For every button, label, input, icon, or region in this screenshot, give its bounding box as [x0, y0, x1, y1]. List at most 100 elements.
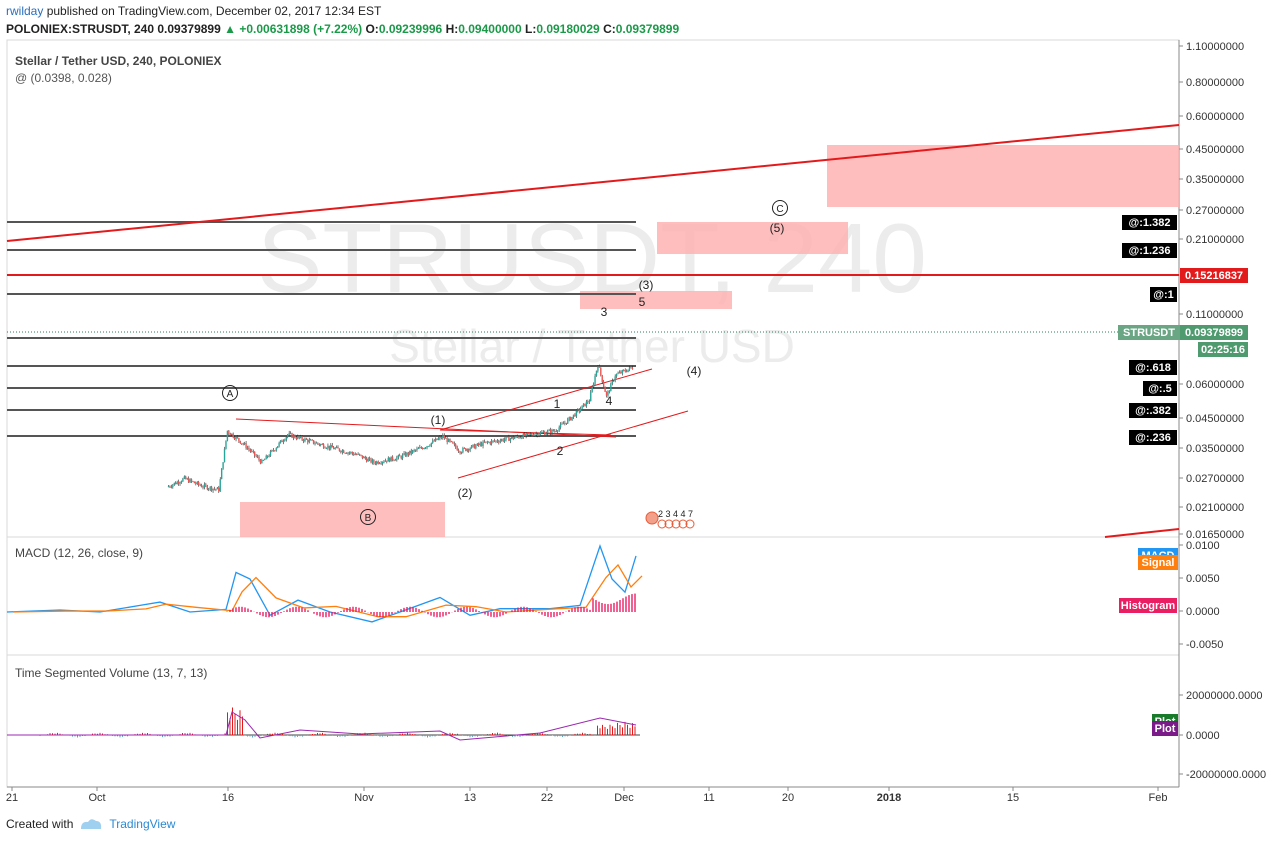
candle-body [315, 442, 318, 444]
time-tick-label: 15 [1007, 792, 1019, 804]
candle-body [486, 441, 489, 443]
candle-body [288, 433, 290, 435]
candle-body [177, 481, 180, 484]
fib-tag[interactable]: @:.5 [1143, 381, 1177, 396]
candle-body [176, 481, 178, 485]
candle-body [449, 439, 451, 442]
candle-body [624, 370, 626, 372]
triangle-upper-line[interactable] [235, 418, 617, 438]
histogram-tag-bg [1119, 598, 1177, 613]
fib-tag[interactable]: @:.618 [1129, 360, 1177, 375]
target-zone[interactable] [657, 222, 848, 254]
candle-body [480, 443, 483, 447]
economic-events-icon[interactable]: 2 3 4 4 7 [645, 509, 695, 529]
candle-body [436, 438, 438, 440]
target-zone[interactable] [827, 145, 1179, 207]
candle-body [427, 446, 430, 447]
chart-subtitle: @ (0.0398, 0.028) [15, 71, 112, 85]
candle-body [551, 429, 553, 434]
candle-body [429, 445, 431, 447]
candle-body [242, 443, 244, 445]
candle-body [215, 488, 217, 490]
fib-tag-bg [1122, 215, 1177, 230]
candle-body [314, 443, 316, 445]
candle-body [203, 484, 206, 488]
candle-body [483, 441, 486, 443]
long-trendline[interactable] [6, 124, 1180, 242]
candle-body [266, 455, 269, 457]
signal-tag[interactable]: Signal [1138, 555, 1178, 570]
candle-body [611, 380, 613, 384]
wave-label: (1) [431, 413, 446, 427]
candle-body [607, 391, 609, 396]
candle-body [294, 435, 296, 438]
wave-label: 3 [601, 305, 608, 319]
candle-body [432, 440, 434, 443]
candle-body [233, 437, 236, 439]
candle-body [630, 367, 632, 369]
candle-body [320, 444, 322, 446]
candle-body [416, 448, 418, 451]
candle-body [343, 450, 345, 453]
author-link[interactable]: rwilday [6, 4, 44, 18]
candle-body [584, 403, 586, 407]
tradingview-link[interactable]: TradingView [109, 817, 176, 831]
fib-tag[interactable]: @:1.382 [1122, 215, 1177, 230]
candle-body [587, 401, 589, 403]
candle-body [363, 456, 365, 459]
channel-upper-line[interactable] [439, 368, 653, 431]
symbol-tag[interactable]: STRUSDT [1118, 325, 1180, 340]
candle-body [511, 436, 513, 439]
candle-body [554, 431, 556, 432]
wave-label: 5 [639, 295, 646, 309]
fib-tag[interactable]: @:.236 [1129, 430, 1177, 445]
candle-body [282, 440, 285, 443]
red-level-tag[interactable]: 0.15216837 [1180, 268, 1248, 283]
macd-title: MACD (12, 26, close, 9) [15, 546, 143, 560]
candle-body [223, 448, 226, 463]
candle-body [532, 435, 535, 437]
candle-body [541, 432, 543, 433]
lower-trendline[interactable] [1104, 528, 1180, 538]
wave-circle [222, 385, 238, 401]
price-tick-label: 0.02100000 [1186, 502, 1244, 514]
volume-tick-label: 0.0000 [1186, 730, 1220, 742]
wave-label: (4) [687, 364, 702, 378]
candle-body [175, 482, 177, 485]
candle-body [604, 386, 606, 392]
fib-tag[interactable]: @:.382 [1129, 403, 1177, 418]
candle-body [354, 454, 356, 456]
price-tag[interactable]: 0.09379899 [1180, 325, 1248, 340]
plot-tag[interactable]: Plot [1152, 721, 1178, 736]
candle-body [391, 456, 394, 460]
candle-body [238, 438, 240, 441]
candle-body [496, 440, 499, 442]
low-value: 0.09180029 [536, 22, 600, 36]
candle-body [256, 456, 259, 458]
target-zone[interactable] [580, 291, 732, 309]
target-zone[interactable] [240, 502, 445, 537]
histogram-tag[interactable]: Histogram [1119, 598, 1177, 613]
histogram-tag-text: Histogram [1121, 600, 1176, 612]
candle-body [399, 455, 401, 457]
countdown-tag[interactable]: 02:25:16 [1198, 342, 1248, 357]
candle-body [574, 414, 576, 417]
candle-body [183, 476, 186, 479]
candle-body [305, 438, 308, 440]
time-tick-label: Dec [614, 792, 634, 804]
channel-mid-line[interactable] [439, 429, 612, 436]
candle-body [417, 448, 420, 450]
candle-body [295, 437, 298, 439]
candle-body [197, 481, 200, 485]
candle-body [268, 456, 270, 457]
publish-text: published on TradingView.com, December 0… [46, 4, 382, 18]
candle-body [328, 445, 331, 449]
candle-body [506, 436, 509, 438]
price-tick-label: 0.01650000 [1186, 529, 1244, 541]
candle-body [324, 447, 326, 449]
channel-lower-line[interactable] [457, 410, 689, 479]
fib-tag[interactable]: @:1.236 [1122, 243, 1177, 258]
fib-tag[interactable]: @:1 [1150, 287, 1177, 302]
ohlc-line: POLONIEX:STRUSDT, 240 0.09379899 ▲ +0.00… [6, 22, 679, 36]
